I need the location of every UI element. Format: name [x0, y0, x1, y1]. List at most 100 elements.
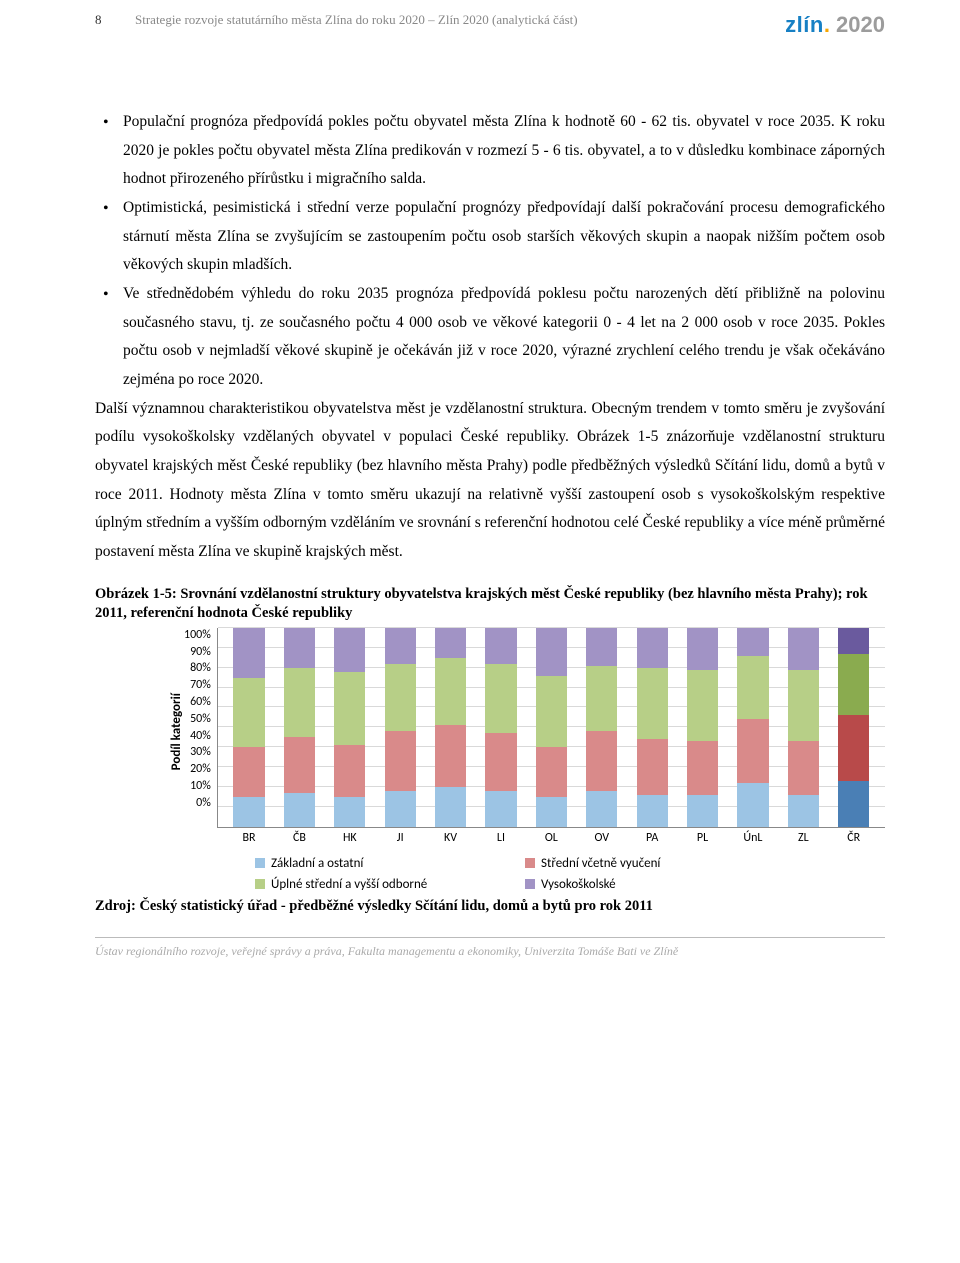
logo-year: 2020 [830, 12, 885, 37]
bar-column: OL [526, 628, 576, 827]
bar-segment-zakladni [435, 787, 466, 827]
y-tick: 0% [184, 796, 211, 810]
legend-label: Základní a ostatní [271, 856, 363, 871]
x-tick-label: HK [343, 831, 357, 845]
bar-segment-zakladni [334, 797, 365, 827]
bar-segment-zakladni [385, 791, 416, 827]
y-tick: 70% [184, 678, 211, 692]
bar-segment-uplne [334, 672, 365, 746]
bar-column: PA [627, 628, 677, 827]
bar-segment-vysoko [485, 628, 516, 664]
bar-column: HK [325, 628, 375, 827]
figure-source: Zdroj: Český statistický úřad - předběžn… [95, 898, 885, 915]
bar-segment-zakladni [838, 781, 869, 827]
paragraph: Další významnou charakteristikou obyvate… [95, 395, 885, 567]
logo: zlín. 2020 [785, 12, 885, 38]
bullet-item: Optimistická, pesimistická i střední ver… [95, 194, 885, 280]
body-content: Populační prognóza předpovídá pokles poč… [95, 108, 885, 915]
page-number: 8 [95, 12, 135, 28]
x-tick-label: ÚnL [743, 831, 762, 845]
bar-segment-zakladni [284, 793, 315, 827]
y-tick: 40% [184, 729, 211, 743]
legend-label: Střední včetně vyučení [541, 856, 660, 871]
bar-column: ČB [274, 628, 324, 827]
bar-segment-zakladni [687, 795, 718, 827]
y-tick: 90% [184, 645, 211, 659]
bar-segment-stredni [838, 715, 869, 781]
bar-segment-vysoko [788, 628, 819, 670]
x-tick-label: ZL [798, 831, 809, 845]
bar-column: BR [224, 628, 274, 827]
bar-segment-zakladni [586, 791, 617, 827]
y-tick: 30% [184, 745, 211, 759]
stacked-bar-chart: Podíl kategorií 100% 90% 80% 70% 60% 50% 40% 30… [165, 628, 885, 828]
bar-segment-stredni [485, 733, 516, 791]
bullet-list: Populační prognóza předpovídá pokles poč… [95, 108, 885, 395]
bar-segment-uplne [233, 678, 264, 748]
bar-column: ZL [778, 628, 828, 827]
bar-segment-zakladni [233, 797, 264, 827]
bar-segment-uplne [637, 668, 668, 740]
bar-column: ČR [829, 628, 879, 827]
bar-segment-vysoko [284, 628, 315, 668]
bar-column: LI [476, 628, 526, 827]
y-tick: 60% [184, 695, 211, 709]
bar-segment-vysoko [586, 628, 617, 666]
bar-segment-vysoko [737, 628, 768, 656]
x-tick-label: ČB [293, 831, 306, 845]
page-footer: Ústav regionálního rozvoje, veřejné sprá… [95, 937, 885, 959]
legend-swatch [255, 858, 265, 868]
y-tick: 10% [184, 779, 211, 793]
bar-segment-stredni [435, 725, 466, 787]
bar-segment-zakladni [788, 795, 819, 827]
doc-title: Strategie rozvoje statutárního města Zlí… [135, 12, 785, 28]
legend-label: Vysokoškolské [541, 877, 616, 892]
bullet-item: Ve střednědobém výhledu do roku 2035 pro… [95, 280, 885, 395]
bar-segment-vysoko [838, 628, 869, 654]
bar-segment-uplne [838, 654, 869, 716]
legend-item: Vysokoškolské [525, 877, 735, 892]
x-tick-label: BR [242, 831, 255, 845]
y-tick: 80% [184, 661, 211, 675]
bar-column: KV [425, 628, 475, 827]
chart-legend: Základní a ostatní Střední včetně vyučení… [255, 856, 815, 892]
x-tick-label: JI [397, 831, 404, 845]
y-axis-label: Podíl kategorií [165, 685, 184, 770]
legend-item: Základní a ostatní [255, 856, 465, 871]
bar-segment-zakladni [536, 797, 567, 827]
bar-segment-uplne [435, 658, 466, 726]
bar-segment-uplne [687, 670, 718, 742]
logo-zlin: zlín [785, 12, 824, 37]
bar-segment-stredni [233, 747, 264, 797]
x-tick-label: KV [444, 831, 457, 845]
y-tick: 20% [184, 762, 211, 776]
bar-segment-vysoko [334, 628, 365, 672]
bar-segment-vysoko [385, 628, 416, 664]
bar-segment-uplne [737, 656, 768, 720]
legend-swatch [255, 879, 265, 889]
bar-segment-uplne [788, 670, 819, 742]
bar-segment-vysoko [536, 628, 567, 676]
y-tick: 50% [184, 712, 211, 726]
bar-column: OV [577, 628, 627, 827]
bar-segment-stredni [536, 747, 567, 797]
x-tick-label: PL [697, 831, 708, 845]
bar-segment-uplne [586, 666, 617, 732]
legend-label: Úplné střední a vyšší odborné [271, 877, 427, 892]
legend-item: Úplné střední a vyšší odborné [255, 877, 465, 892]
bar-column: PL [677, 628, 727, 827]
x-tick-label: LI [497, 831, 505, 845]
figure-caption: Obrázek 1-5: Srovnání vzdělanostní struk… [95, 585, 885, 624]
bar-segment-vysoko [637, 628, 668, 668]
bar-column: ÚnL [728, 628, 778, 827]
bar-segment-stredni [586, 731, 617, 791]
chart-container: Podíl kategorií 100% 90% 80% 70% 60% 50% 40% 30… [165, 628, 885, 892]
bar-segment-stredni [737, 719, 768, 783]
bar-segment-zakladni [737, 783, 768, 827]
legend-swatch [525, 879, 535, 889]
x-tick-label: PA [646, 831, 658, 845]
bar-segment-vysoko [687, 628, 718, 670]
bar-segment-uplne [385, 664, 416, 732]
y-tick: 100% [184, 628, 211, 642]
bar-segment-zakladni [637, 795, 668, 827]
